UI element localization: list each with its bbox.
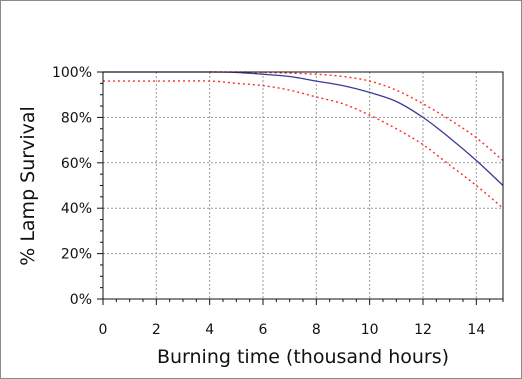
y-tick-label: 80% [61, 110, 92, 126]
x-tick-label: 8 [312, 322, 321, 338]
x-tick-label: 10 [361, 322, 379, 338]
axes [97, 71, 504, 305]
x-tick-label: 0 [99, 322, 108, 338]
lower-confidence-band [103, 80, 504, 209]
plot-border [102, 71, 504, 300]
x-tick-label: 4 [205, 322, 214, 338]
y-axis-title: % Lamp Survival [17, 106, 39, 266]
y-tick-label: 0% [70, 292, 92, 308]
x-tick-label: 2 [152, 322, 161, 338]
tick-labels: 0 2 4 6 8 10 12 14 0% 20% 40% 60% 80% 100% [52, 65, 485, 338]
y-tick-label: 20% [61, 247, 92, 263]
x-axis-title: Burning time (thousand hours) [157, 346, 449, 368]
grid [102, 71, 503, 300]
survival-curve [103, 71, 504, 186]
x-tick-label: 6 [259, 322, 268, 338]
series-layer [103, 71, 504, 209]
y-tick-label: 100% [52, 65, 92, 81]
y-tick-label: 60% [61, 156, 92, 172]
x-tick-label: 14 [467, 322, 485, 338]
x-tick-label: 12 [414, 322, 432, 338]
y-tick-label: 40% [61, 201, 92, 217]
